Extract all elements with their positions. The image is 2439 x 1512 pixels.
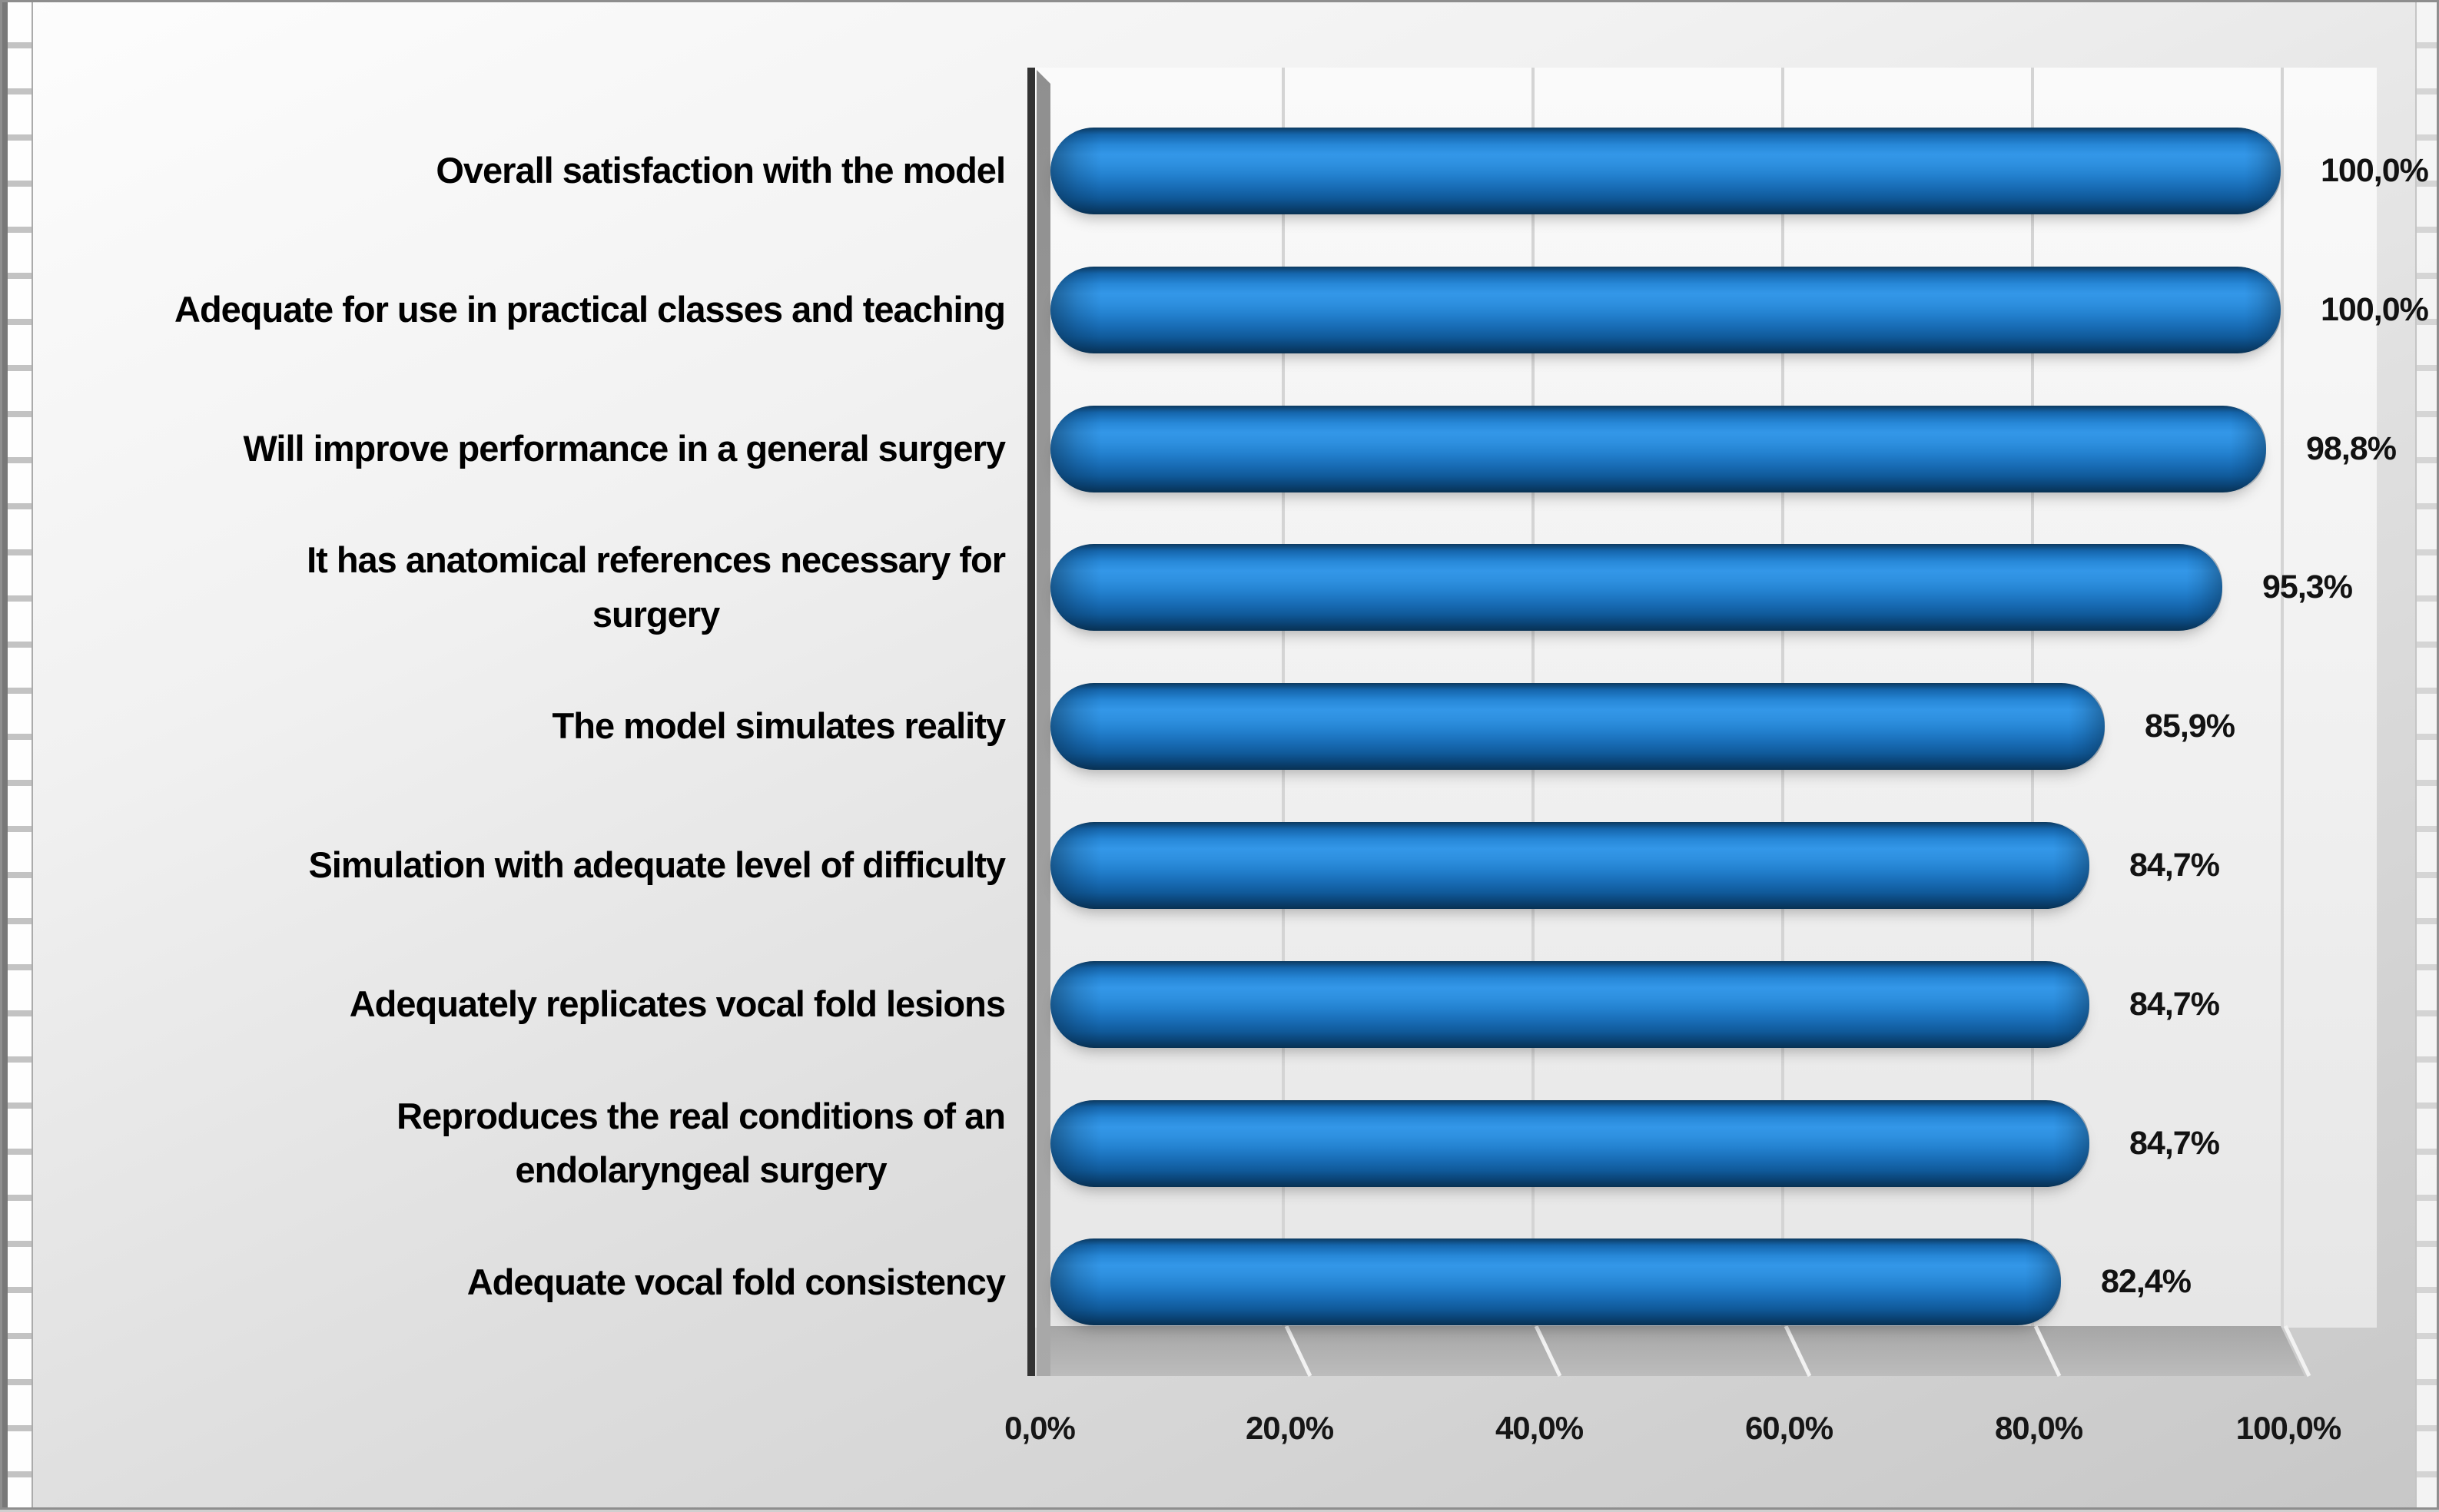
value-label: 84,7% xyxy=(2129,847,2220,884)
value-label: 95,3% xyxy=(2262,569,2353,606)
bar xyxy=(1050,544,2222,632)
x-axis-tick-label: 100,0% xyxy=(2235,1410,2341,1446)
bar xyxy=(1050,1238,2061,1326)
category-label: Will improve performance in a general su… xyxy=(243,427,1006,469)
bar xyxy=(1050,266,2281,353)
bar xyxy=(1050,1099,2089,1187)
left-edge-strip xyxy=(2,2,33,1507)
category-label: Simulation with adequate level of diffic… xyxy=(308,844,1006,886)
x-axis-tick-label: 80,0% xyxy=(1994,1410,2083,1446)
x-axis-tick-label: 20,0% xyxy=(1245,1410,1334,1446)
x-axis-tick-label: 0,0% xyxy=(1004,1410,1076,1446)
value-label: 100,0% xyxy=(2321,290,2429,328)
value-label: 84,7% xyxy=(2129,985,2220,1023)
value-label: 100,0% xyxy=(2321,152,2429,189)
bar xyxy=(1050,960,2089,1048)
category-label: The model simulates reality xyxy=(552,705,1006,747)
bar xyxy=(1050,128,2281,214)
category-label: Overall satisfaction with the model xyxy=(436,150,1006,191)
bar xyxy=(1050,405,2266,492)
category-label: Adequately replicates vocal fold lesions xyxy=(349,983,1006,1025)
category-label: It has anatomical references necessary f… xyxy=(307,539,1006,635)
x-axis-tick-label: 60,0% xyxy=(1744,1410,1833,1446)
bar xyxy=(1050,683,2105,771)
floor-gridlines xyxy=(1284,1325,2311,1378)
value-label: 85,9% xyxy=(2145,708,2235,745)
category-label: Adequate for use in practical classes an… xyxy=(174,289,1006,330)
category-label: Reproduces the real conditions of an end… xyxy=(397,1095,1006,1191)
right-edge-strip xyxy=(2415,2,2437,1507)
bar xyxy=(1050,822,2089,909)
category-label: Adequate vocal fold consistency xyxy=(466,1261,1006,1302)
value-label: 84,7% xyxy=(2129,1124,2220,1162)
x-axis-tick-label: 40,0% xyxy=(1495,1410,1584,1446)
value-label: 82,4% xyxy=(2101,1263,2192,1301)
value-label: 98,8% xyxy=(2306,429,2397,467)
floor-plane xyxy=(1037,1326,2305,1376)
